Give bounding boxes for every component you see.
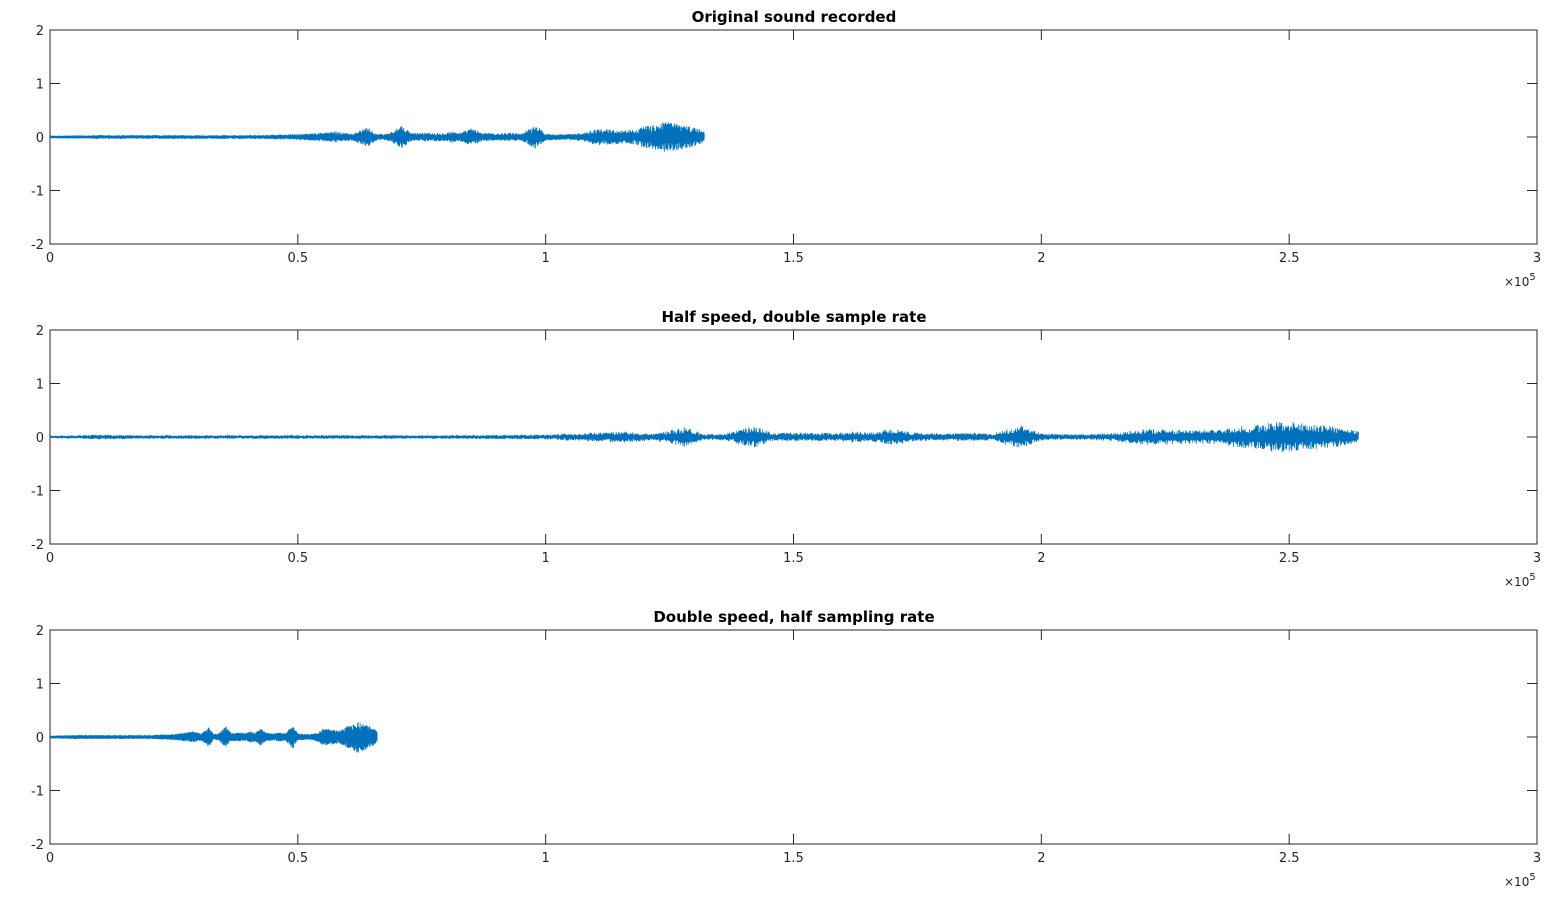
x-exponent-label: ×105 xyxy=(1504,872,1536,889)
x-tick-label: 3 xyxy=(1533,851,1541,866)
x-tick-label: 2.5 xyxy=(1279,251,1300,266)
y-tick-label: 2 xyxy=(36,24,44,39)
waveform-series xyxy=(49,421,1359,453)
x-tick-label: 1.5 xyxy=(783,851,804,866)
x-exponent-label: ×105 xyxy=(1504,572,1536,589)
x-tick-label: 2.5 xyxy=(1279,551,1300,566)
y-tick-label: 2 xyxy=(36,624,44,639)
chart-title: Original sound recorded xyxy=(692,8,897,26)
x-tick-label: 2 xyxy=(1037,851,1045,866)
x-tick-label: 0 xyxy=(46,851,54,866)
y-tick-label: -2 xyxy=(31,838,44,853)
x-tick-label: 2 xyxy=(1037,251,1045,266)
x-tick-label: 1.5 xyxy=(783,251,804,266)
x-tick-label: 0.5 xyxy=(287,551,308,566)
y-tick-label: 0 xyxy=(36,731,44,746)
x-tick-label: 0 xyxy=(46,551,54,566)
y-tick-label: -2 xyxy=(31,238,44,253)
y-tick-label: -1 xyxy=(31,785,44,800)
subplot-double-speed: Double speed, half sampling rate 0 0.5 1 1.… xyxy=(31,608,1541,889)
chart-title: Double speed, half sampling rate xyxy=(653,608,934,626)
x-tick-label: 0.5 xyxy=(287,251,308,266)
x-tick-label: 1 xyxy=(542,251,550,266)
y-tick-label: 0 xyxy=(36,131,44,146)
y-tick-label: -1 xyxy=(31,485,44,500)
x-tick-label: 3 xyxy=(1533,551,1541,566)
x-tick-label: 2 xyxy=(1037,551,1045,566)
y-tick-label: 1 xyxy=(36,678,44,693)
subplot-half-speed: Half speed, double sample rate 0 0.5 1 1.5 2… xyxy=(31,308,1541,589)
x-tick-label: 0 xyxy=(46,251,54,266)
y-tick-label: -1 xyxy=(31,185,44,200)
x-exponent-label: ×105 xyxy=(1504,272,1536,289)
y-tick-label: -2 xyxy=(31,538,44,553)
x-tick-label: 1 xyxy=(542,851,550,866)
y-tick-label: 0 xyxy=(36,431,44,446)
y-tick-label: 1 xyxy=(36,78,44,93)
x-tick-label: 1 xyxy=(542,551,550,566)
x-tick-label: 0.5 xyxy=(287,851,308,866)
waveform-series xyxy=(49,121,705,152)
y-tick-label: 1 xyxy=(36,378,44,393)
x-tick-label: 2.5 xyxy=(1279,851,1300,866)
x-tick-label: 3 xyxy=(1533,251,1541,266)
y-tick-label: 2 xyxy=(36,324,44,339)
waveform-series xyxy=(49,722,378,753)
subplot-original: Original sound recorded 0 0.5 1 1.5 2 2.5 3 2 1 0… xyxy=(31,8,1541,289)
x-tick-label: 1.5 xyxy=(783,551,804,566)
chart-title: Half speed, double sample rate xyxy=(661,308,926,326)
